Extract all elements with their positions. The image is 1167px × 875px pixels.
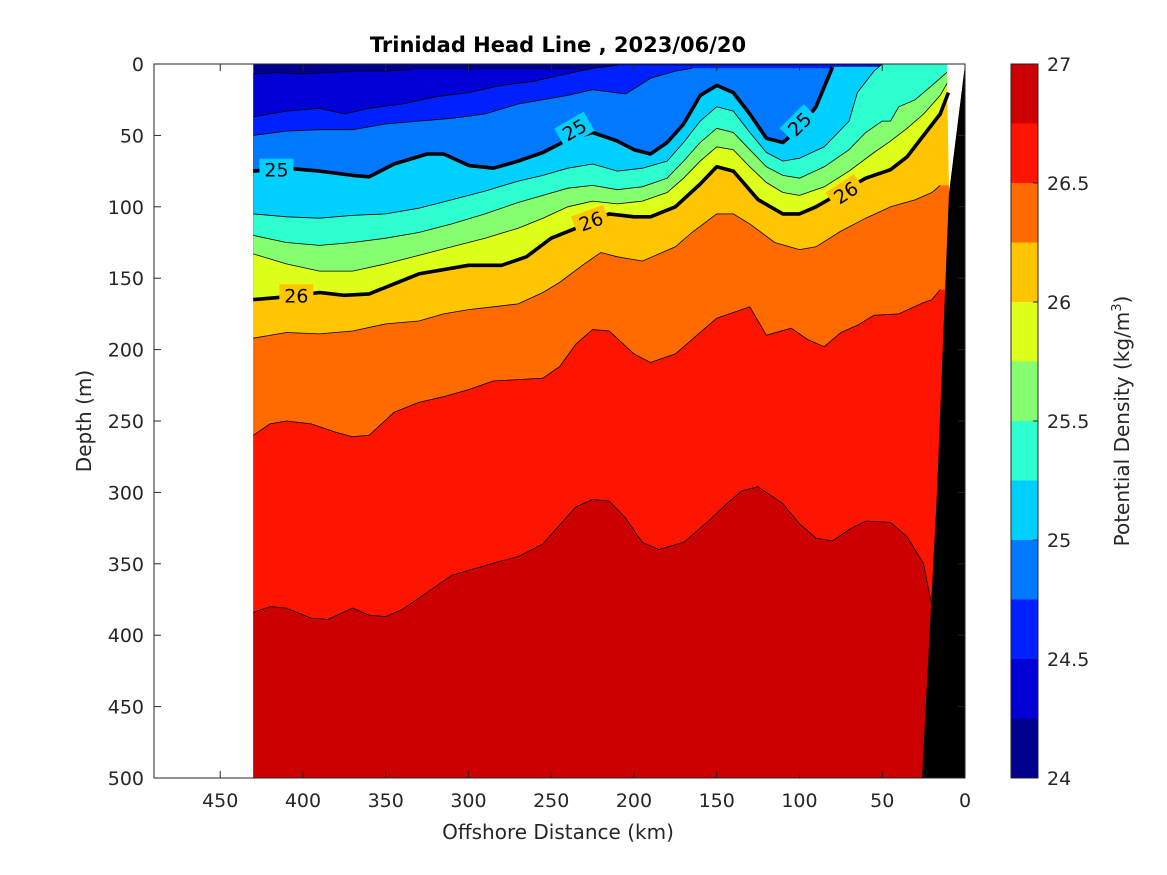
x-axis-label: Offshore Distance (km) <box>442 820 674 844</box>
bold-contour-25 <box>253 66 835 179</box>
colorbar-tick-label: 24 <box>1047 768 1071 790</box>
isopycnal-line-25-75 <box>253 80 949 272</box>
contour-label-bg <box>259 158 294 181</box>
colorbar-swatch <box>1011 302 1038 362</box>
colorbar-label-text: Potential Density (kg/m <box>1110 312 1134 547</box>
contour-label-25: 25 <box>264 160 288 182</box>
x-tick-label: 0 <box>959 790 971 812</box>
y-tick-label: 350 <box>108 554 144 576</box>
y-tick-label: 50 <box>120 125 144 147</box>
x-tick-label: 100 <box>781 790 817 812</box>
colorbar-swatch <box>1011 659 1038 719</box>
bold-contour-26 <box>253 91 951 302</box>
colorbar-swatch <box>1011 64 1038 124</box>
isopycnal-line-25-5 <box>253 70 949 246</box>
x-tick-label: 150 <box>699 790 735 812</box>
no-data-gap <box>947 64 965 193</box>
contour-label-bg <box>779 104 820 144</box>
isopycnal-line-24-25 <box>253 69 411 75</box>
colorbar-swatch <box>1011 421 1038 481</box>
y-tick-label: 300 <box>108 482 144 504</box>
colorbar-label: Potential Density (kg/m3) <box>1110 296 1134 547</box>
x-tick-label: 300 <box>450 790 486 812</box>
chart-title: Trinidad Head Line , 2023/06/20 <box>370 33 746 57</box>
colorbar-swatch <box>1011 480 1038 540</box>
x-tick-label: 200 <box>616 790 652 812</box>
colorbar-tick-label: 24.5 <box>1047 649 1089 671</box>
colorbar-label-suffix: ) <box>1110 296 1134 304</box>
colorbar-tick-label: 26 <box>1047 292 1071 314</box>
x-tick-label: 350 <box>368 790 404 812</box>
y-tick-label: 0 <box>132 54 144 76</box>
isopycnal-line-26-5 <box>253 289 941 438</box>
isopycnal-line-26-75 <box>253 486 933 620</box>
y-axis-label: Depth (m) <box>72 370 96 472</box>
contour-label-26: 26 <box>284 285 308 307</box>
contour-label-bg <box>279 284 314 307</box>
y-tick-label: 450 <box>108 697 144 719</box>
isopycnal-line-25-25 <box>253 63 883 219</box>
colorbar: 24 24.5 25 25.5 26 26.5 27 <box>1010 54 1089 790</box>
colorbar-swatch <box>1011 599 1038 659</box>
density-band-26-75 <box>253 486 966 778</box>
isopycnal-line-24-5 <box>253 65 618 118</box>
colorbar-tick-label: 25.5 <box>1047 411 1089 433</box>
x-tick-label: 450 <box>202 790 238 812</box>
colorbar-swatch <box>1011 242 1038 302</box>
seafloor-mask <box>922 64 965 778</box>
x-tick-label: 250 <box>533 790 569 812</box>
y-axis: 0 50 100 150 200 250 300 350 400 450 500 <box>108 54 965 790</box>
y-tick-label: 250 <box>108 411 144 433</box>
contour-label-bg <box>571 204 611 238</box>
isopycnal-line-26-25 <box>253 185 941 339</box>
y-tick-label: 400 <box>108 625 144 647</box>
colorbar-swatch <box>1011 361 1038 421</box>
y-tick-label: 150 <box>108 268 144 290</box>
colorbar-tick-label: 26.5 <box>1047 173 1089 195</box>
colorbar-swatch <box>1011 540 1038 600</box>
colorbar-swatch <box>1011 183 1038 243</box>
contour-label-bg <box>554 111 595 148</box>
y-tick-label: 500 <box>108 768 144 790</box>
isopycnal-line-24-75 <box>253 67 692 136</box>
colorbar-label-superscript: 3 <box>1110 303 1125 311</box>
y-tick-label: 200 <box>108 340 144 362</box>
colorbar-swatch <box>1011 718 1038 778</box>
x-tick-label: 400 <box>285 790 321 812</box>
x-axis: 450 400 350 300 250 200 150 100 50 0 <box>202 64 971 812</box>
contour-label-bg <box>825 174 867 212</box>
y-tick-label: 100 <box>108 197 144 219</box>
colorbar-tick-label: 25 <box>1047 530 1071 552</box>
colorbar-tick-label: 27 <box>1047 54 1071 76</box>
x-tick-label: 50 <box>870 790 894 812</box>
colorbar-swatch <box>1011 123 1038 183</box>
